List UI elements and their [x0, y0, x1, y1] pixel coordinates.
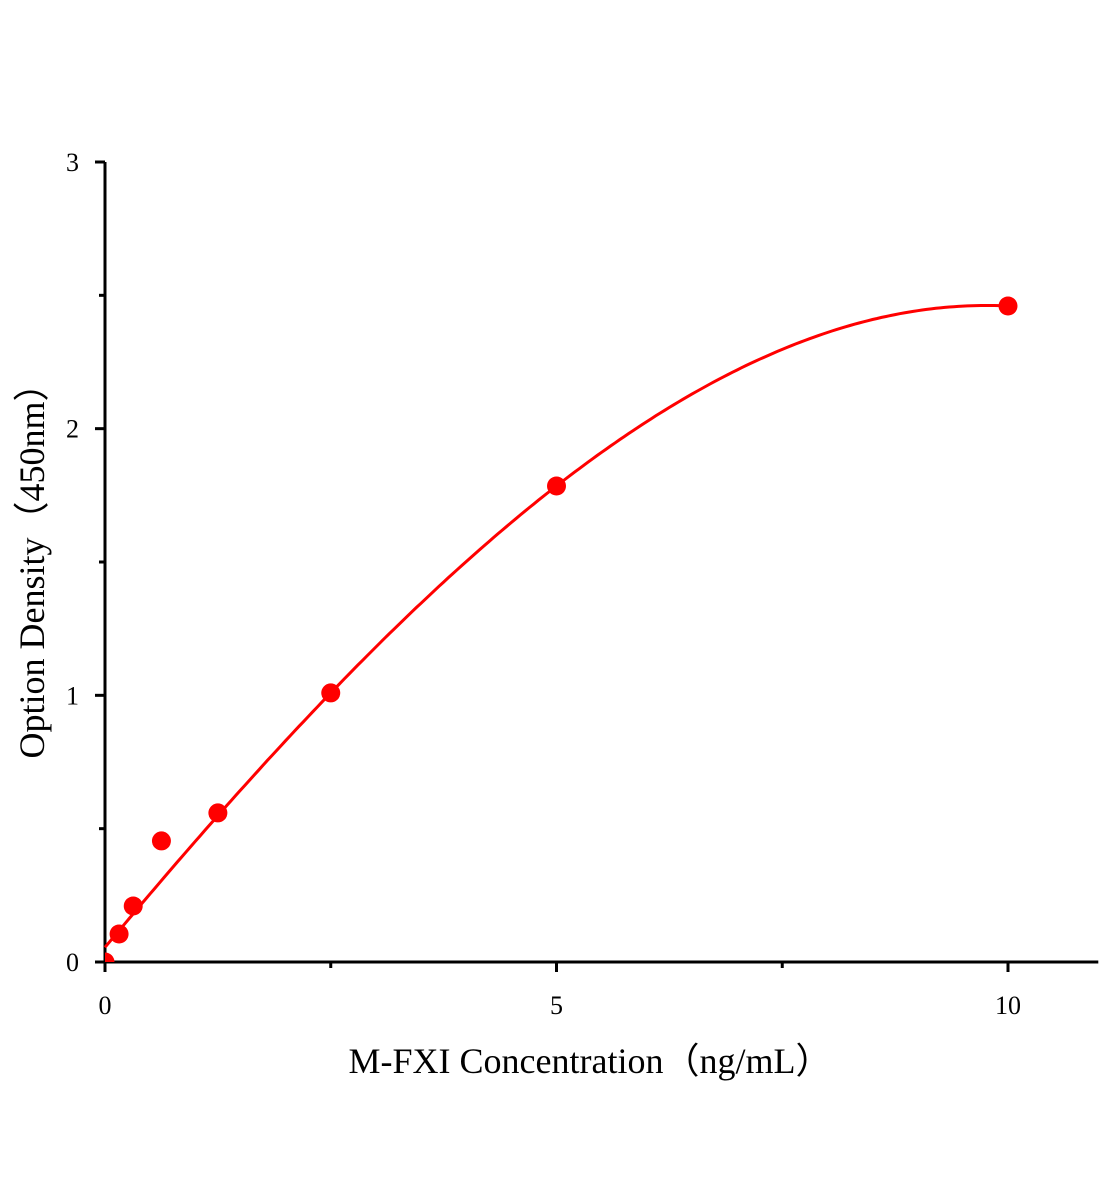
data-point [321, 683, 341, 703]
y-tick-label: 0 [66, 948, 79, 977]
y-tick-label: 3 [66, 148, 79, 177]
data-point [208, 803, 228, 823]
x-tick-label: 5 [550, 991, 563, 1020]
data-point [151, 831, 171, 851]
x-tick-label: 0 [99, 991, 112, 1020]
y-axis-label: Option Density（450nm） [12, 366, 52, 759]
data-point [998, 296, 1018, 316]
data-point [105, 952, 115, 962]
data-point [109, 924, 129, 944]
x-tick-label: 10 [995, 991, 1021, 1020]
data-point [123, 896, 143, 916]
fit-curve [103, 304, 1009, 949]
y-tick-label: 1 [66, 681, 79, 710]
x-axis-label: M-FXI Concentration（ng/mL） [349, 1041, 832, 1081]
y-tick-label: 2 [66, 415, 79, 444]
data-point [547, 476, 566, 496]
